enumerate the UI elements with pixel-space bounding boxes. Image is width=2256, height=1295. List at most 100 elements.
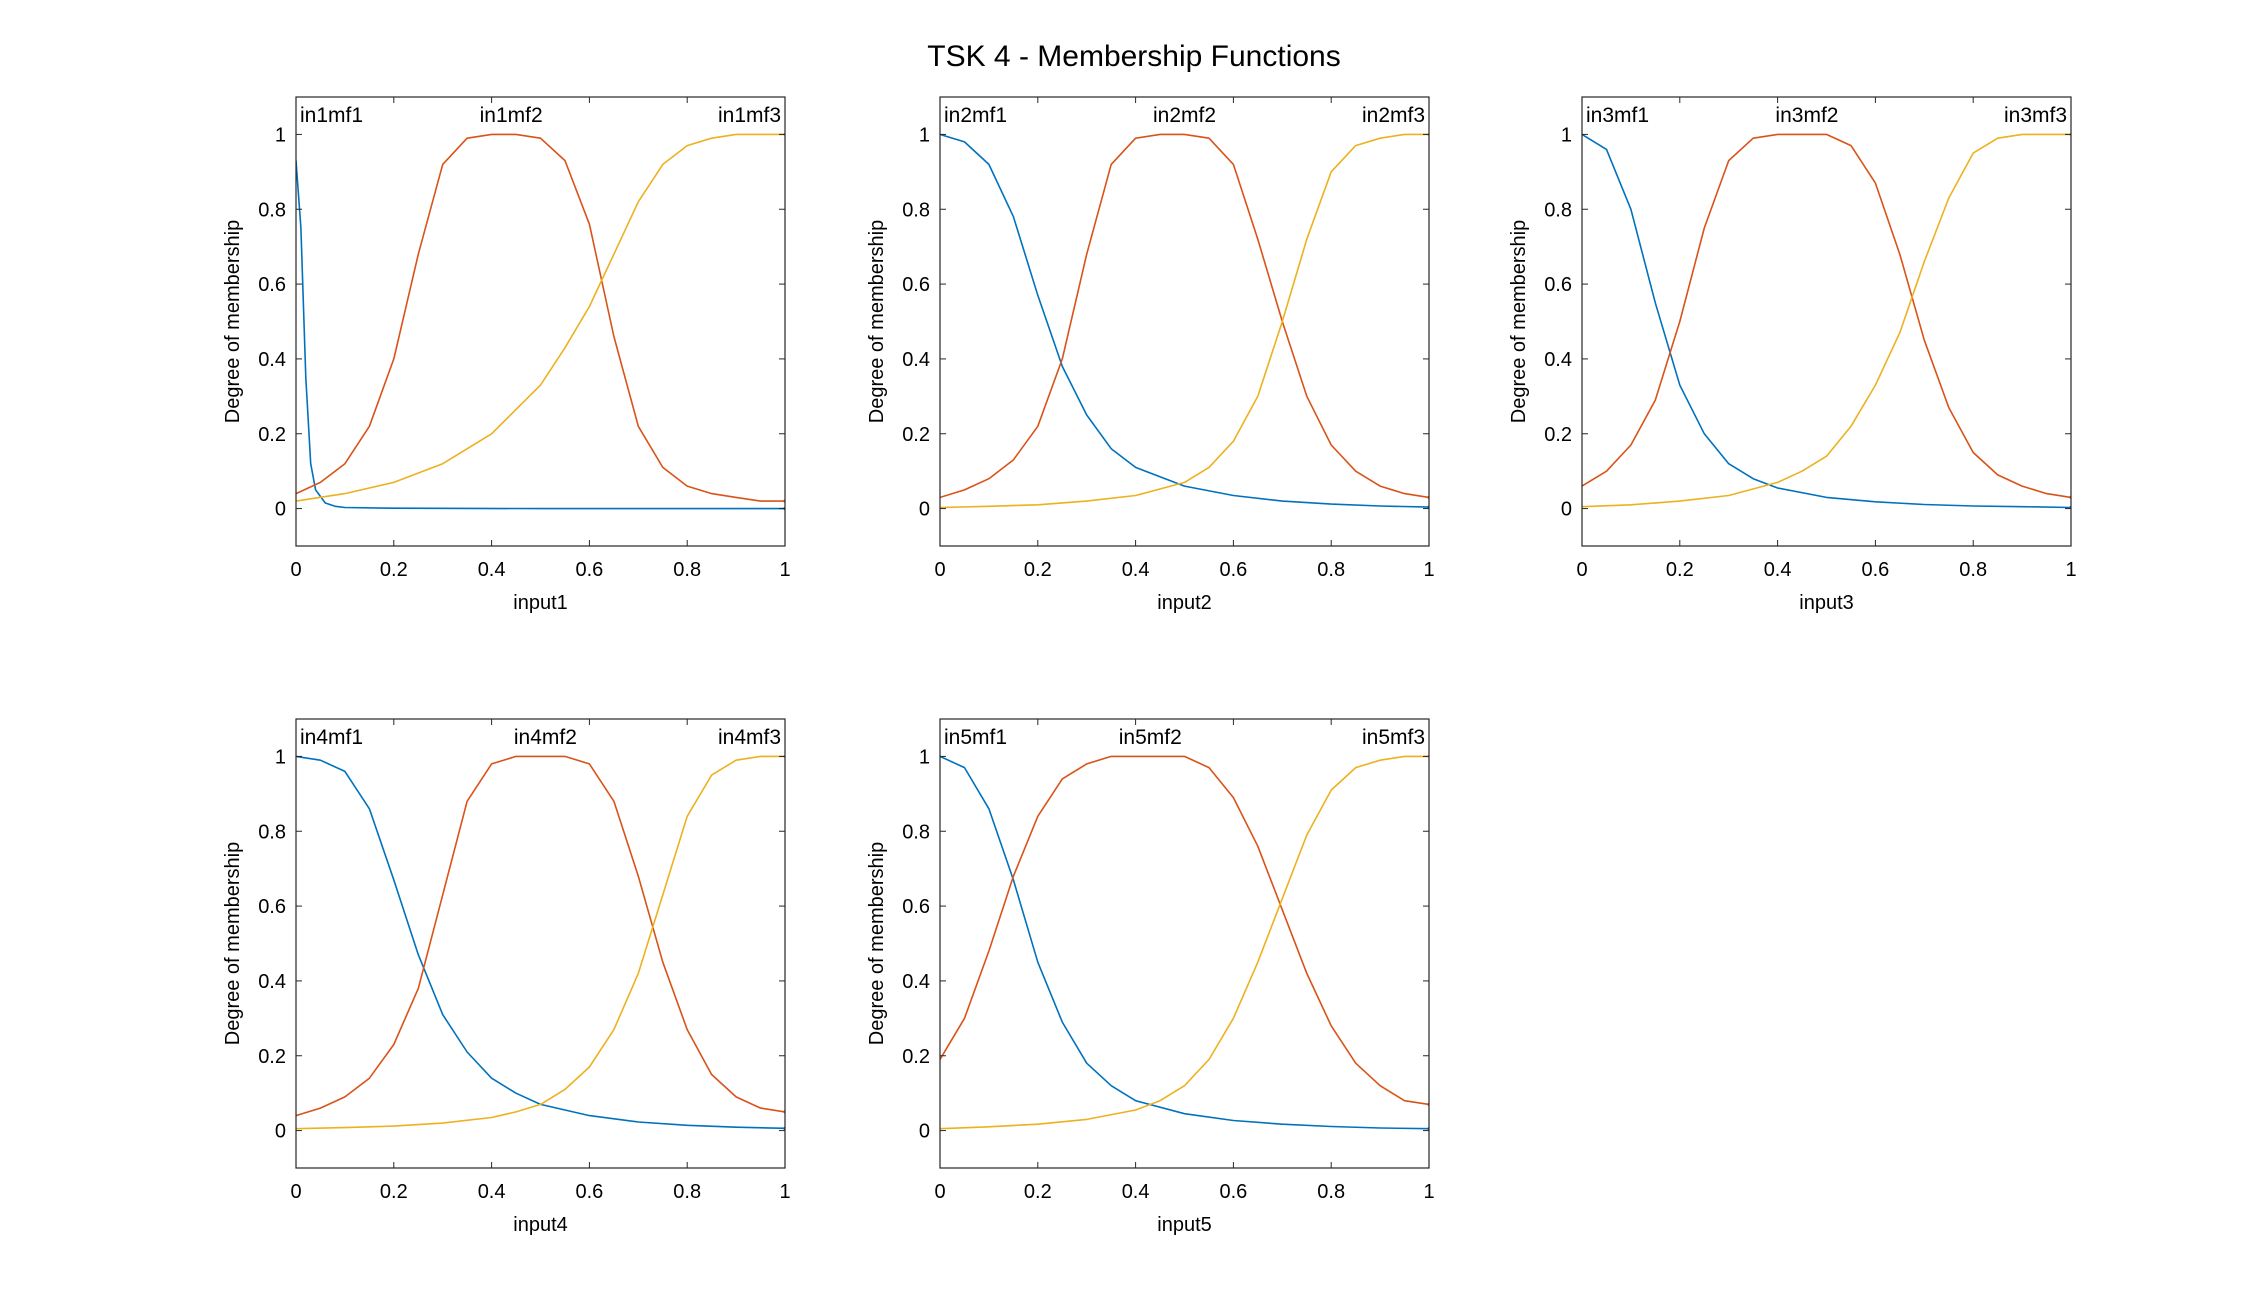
x-tick-label: 0.2 [1024, 1181, 1052, 1203]
x-tick-label: 0 [290, 559, 301, 581]
y-tick-label: 1 [275, 124, 286, 146]
subplots-container: 0 0.2 0.4 0.6 0.8 1 0 0.2 0.4 0.6 0.8 1 input1 Degree… [222, 96, 2077, 1236]
y-tick-label: 0.2 [1544, 424, 1572, 446]
y-tick-label: 0.8 [258, 821, 286, 843]
figure-title: TSK 4 - Membership Functions [927, 40, 1340, 73]
x-tick-label: 0.2 [380, 559, 408, 581]
x-tick-label: 0.8 [673, 559, 701, 581]
series-line-in5mf1 [940, 755, 1429, 1130]
y-tick-label: 0.2 [258, 424, 286, 446]
x-axis-label: input2 [1157, 592, 1212, 614]
x-tick-label: 0.2 [1024, 559, 1052, 581]
y-tick-label: 1 [1561, 124, 1572, 146]
y-tick-label: 0.2 [258, 1046, 286, 1068]
subplot-5: 0 0.2 0.4 0.6 0.8 1 0 0.2 0.4 0.6 0.8 1 input5 Degree… [866, 718, 1435, 1236]
series-label-in5mf2: in5mf2 [1119, 726, 1182, 749]
x-tick-label: 0.6 [1219, 559, 1247, 581]
series-label-in2mf2: in2mf2 [1153, 104, 1216, 127]
x-tick-label: 0 [934, 559, 945, 581]
y-tick-label: 0.6 [1544, 274, 1572, 296]
series-group [1582, 132, 2071, 510]
y-tick-label: 0.4 [258, 349, 286, 371]
y-tick-label: 0.8 [1544, 199, 1572, 221]
series-line-in4mf2 [296, 755, 785, 1117]
x-tick-label: 1 [779, 1181, 790, 1203]
x-tick-label: 0.4 [1122, 559, 1150, 581]
y-tick-label: 0.6 [258, 896, 286, 918]
x-tick-label: 0.8 [1959, 559, 1987, 581]
series-label-in1mf2: in1mf2 [480, 104, 543, 127]
x-axis-label: input3 [1799, 592, 1854, 614]
x-tick-label: 0 [934, 1181, 945, 1203]
x-axis-label: input5 [1157, 1214, 1212, 1236]
y-tick-label: 0 [1561, 499, 1572, 521]
series-group [940, 754, 1429, 1131]
x-tick-label: 1 [1423, 1181, 1434, 1203]
y-tick-label: 0.2 [902, 424, 930, 446]
y-tick-label: 0.2 [902, 1046, 930, 1068]
series-line-in2mf3 [940, 133, 1429, 509]
y-tick-label: 0.8 [902, 199, 930, 221]
y-tick-label: 0.6 [902, 274, 930, 296]
y-axis-label: Degree of membership [866, 842, 888, 1045]
series-label-in3mf3: in3mf3 [2004, 104, 2067, 127]
subplot-1: 0 0.2 0.4 0.6 0.8 1 0 0.2 0.4 0.6 0.8 1 input1 Degree… [222, 96, 791, 614]
x-tick-label: 0.4 [478, 559, 506, 581]
x-tick-label: 0 [290, 1181, 301, 1203]
series-label-in5mf3: in5mf3 [1362, 726, 1425, 749]
y-tick-label: 0.4 [902, 349, 930, 371]
series-line-in1mf3 [296, 133, 785, 502]
series-label-in4mf1: in4mf1 [300, 726, 363, 749]
y-axis-label: Degree of membership [866, 220, 888, 423]
series-group [296, 754, 785, 1130]
series-group [296, 132, 785, 511]
series-label-in2mf1: in2mf1 [944, 104, 1007, 127]
series-label-in4mf2: in4mf2 [514, 726, 577, 749]
series-label-in2mf3: in2mf3 [1362, 104, 1425, 127]
subplot-3: 0 0.2 0.4 0.6 0.8 1 0 0.2 0.4 0.6 0.8 1 input3 Degree… [1508, 96, 2077, 614]
x-tick-label: 0.8 [1317, 559, 1345, 581]
subplot-2: 0 0.2 0.4 0.6 0.8 1 0 0.2 0.4 0.6 0.8 1 input2 Degree… [866, 96, 1435, 614]
series-line-in4mf3 [296, 755, 785, 1130]
axes-box [1581, 96, 2072, 547]
y-tick-label: 0.8 [258, 199, 286, 221]
series-line-in1mf1 [296, 160, 785, 510]
y-tick-label: 0 [919, 1121, 930, 1143]
series-line-in2mf2 [940, 133, 1429, 499]
y-axis-label: Degree of membership [1508, 220, 1530, 423]
y-tick-label: 0 [275, 1121, 286, 1143]
y-axis-label: Degree of membership [222, 220, 244, 423]
y-tick-label: 0.4 [902, 971, 930, 993]
x-tick-label: 0.8 [673, 1181, 701, 1203]
series-line-in3mf3 [1582, 133, 2071, 508]
y-tick-label: 0 [919, 499, 930, 521]
x-tick-label: 0.6 [575, 1181, 603, 1203]
y-tick-label: 1 [919, 124, 930, 146]
y-axis-label: Degree of membership [222, 842, 244, 1045]
series-line-in1mf2 [296, 133, 785, 502]
x-tick-label: 1 [2065, 559, 2076, 581]
series-label-in4mf3: in4mf3 [718, 726, 781, 749]
y-tick-label: 0.4 [1544, 349, 1572, 371]
series-line-in5mf3 [940, 755, 1429, 1130]
x-tick-label: 0.6 [1219, 1181, 1247, 1203]
series-label-in1mf3: in1mf3 [718, 104, 781, 127]
series-label-in5mf1: in5mf1 [944, 726, 1007, 749]
x-tick-label: 0.8 [1317, 1181, 1345, 1203]
series-line-in4mf1 [296, 755, 785, 1130]
y-tick-label: 1 [919, 746, 930, 768]
x-tick-label: 0.6 [575, 559, 603, 581]
subplot-4: 0 0.2 0.4 0.6 0.8 1 0 0.2 0.4 0.6 0.8 1 input4 Degree… [222, 718, 791, 1236]
x-tick-label: 0.2 [380, 1181, 408, 1203]
x-axis-label: input1 [513, 592, 568, 614]
series-label-in1mf1: in1mf1 [300, 104, 363, 127]
x-tick-label: 0.6 [1861, 559, 1889, 581]
series-label-in3mf1: in3mf1 [1586, 104, 1649, 127]
axes-box [295, 718, 786, 1169]
series-line-in2mf1 [940, 133, 1429, 508]
y-tick-label: 0.6 [258, 274, 286, 296]
series-line-in3mf2 [1582, 133, 2071, 499]
y-tick-label: 0.4 [258, 971, 286, 993]
y-tick-label: 0.8 [902, 821, 930, 843]
